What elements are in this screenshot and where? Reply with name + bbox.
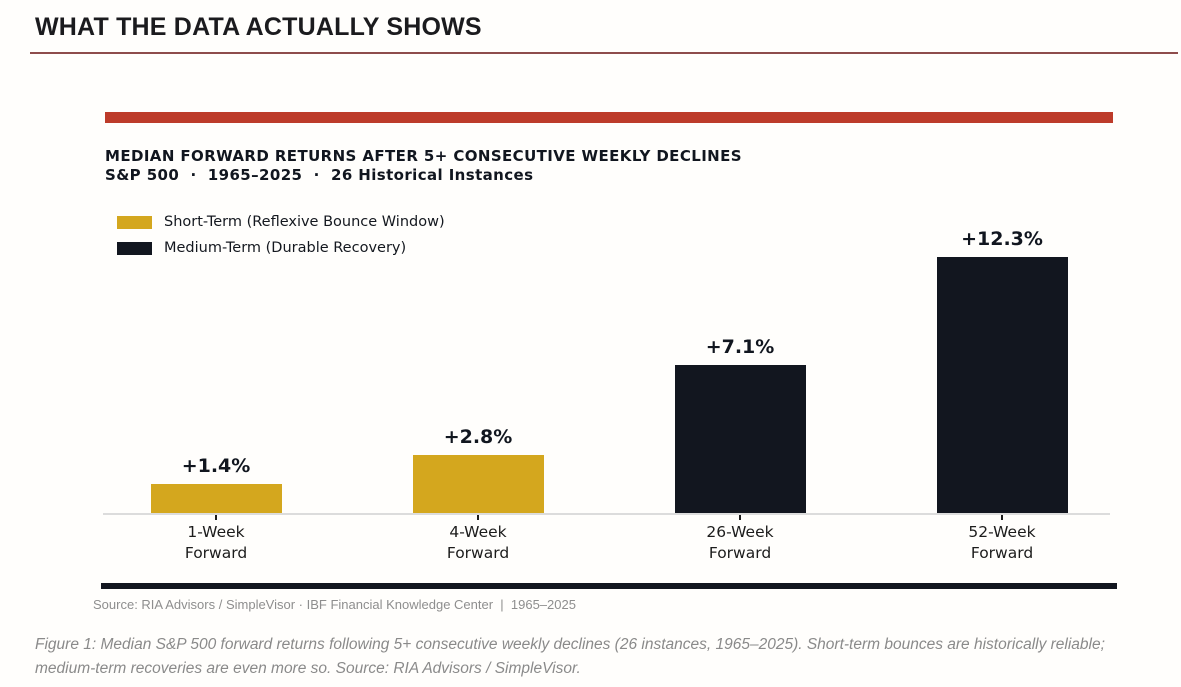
x-axis-tick — [215, 515, 217, 520]
bar-26-week — [674, 365, 806, 513]
bar-value-label: +1.4% — [181, 455, 251, 477]
bar-1-week — [150, 484, 282, 513]
figure-caption: Figure 1: Median S&P 500 forward returns… — [35, 636, 1105, 677]
chart-source-note: Source: RIA Advisors / SimpleVisor · IBF… — [93, 597, 576, 612]
x-axis-tick-label: 26-Week Forward — [706, 523, 774, 562]
x-axis-tick-label: 1-Week Forward — [184, 523, 248, 562]
page-title: WHAT THE DATA ACTUALLY SHOWS — [35, 13, 482, 41]
x-axis-tick-label: 52-Week Forward — [968, 523, 1036, 562]
bar-4-week — [412, 455, 544, 513]
legend-item-short-term: Short-Term (Reflexive Bounce Window) — [117, 214, 445, 230]
bar-value-label: +2.8% — [443, 426, 513, 448]
chart-top-accent-bar — [105, 112, 1113, 123]
chart-legend: Short-Term (Reflexive Bounce Window) Med… — [117, 214, 445, 266]
x-axis-line — [103, 513, 1110, 515]
legend-item-medium-term: Medium-Term (Durable Recovery) — [117, 240, 445, 256]
x-axis-tick — [477, 515, 479, 520]
x-axis-tick — [739, 515, 741, 520]
legend-swatch-dark — [117, 241, 152, 255]
chart-subtitle: S&P 500 · 1965–2025 · 26 Historical Inst… — [105, 166, 534, 184]
bar-value-label: +7.1% — [705, 336, 775, 358]
x-axis-tick — [1001, 515, 1003, 520]
chart-bottom-rule — [101, 583, 1117, 589]
bar-value-label: +12.3% — [961, 228, 1043, 250]
legend-swatch-gold — [117, 215, 152, 229]
header-rule-divider — [30, 52, 1178, 54]
legend-label: Medium-Term (Durable Recovery) — [164, 240, 407, 256]
chart-title: MEDIAN FORWARD RETURNS AFTER 5+ CONSECUT… — [105, 147, 742, 165]
x-axis-tick-label: 4-Week Forward — [446, 523, 510, 562]
legend-label: Short-Term (Reflexive Bounce Window) — [164, 214, 445, 230]
bar-52-week — [936, 257, 1068, 513]
